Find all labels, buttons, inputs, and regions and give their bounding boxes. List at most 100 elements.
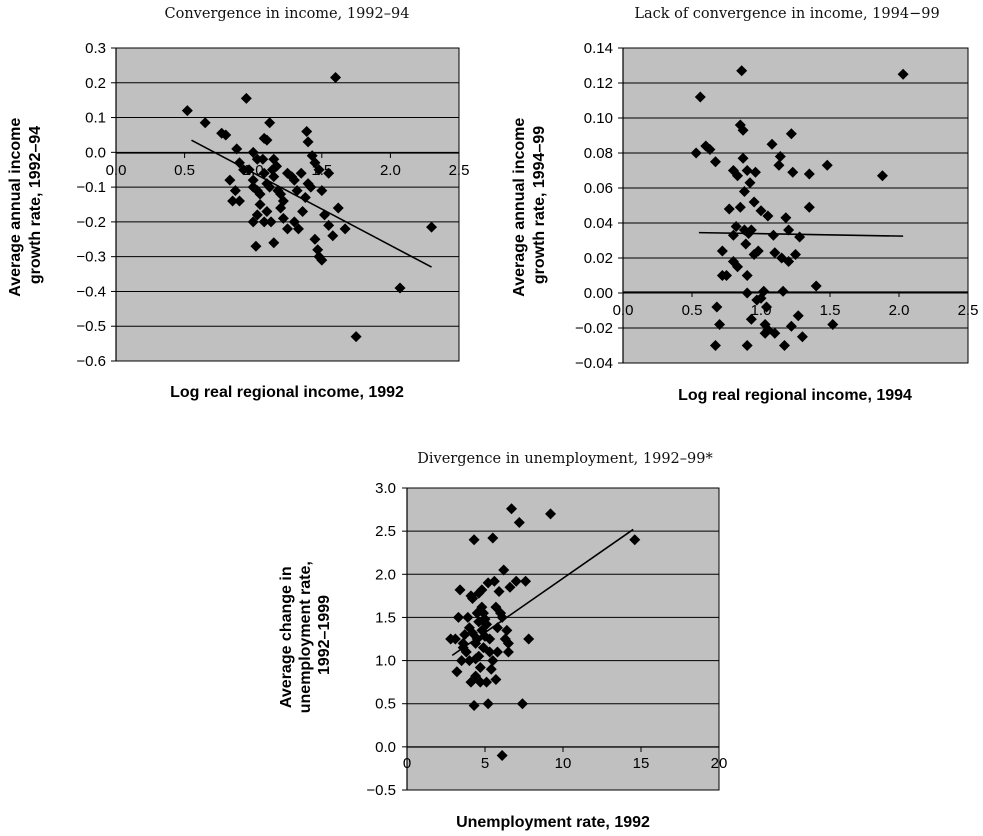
data-point	[732, 170, 744, 182]
x-tick-label: 1.0	[751, 302, 772, 319]
y-tick-label: 0.04	[584, 215, 613, 232]
data-point	[745, 224, 757, 236]
y-tick-label: 0.12	[584, 75, 613, 92]
data-point	[309, 233, 321, 245]
y-tick-label: 2.0	[375, 566, 396, 583]
data-point	[476, 584, 488, 596]
data-point	[752, 245, 764, 257]
x-tick-label: 2.5	[449, 162, 470, 179]
data-point	[474, 676, 486, 688]
data-point	[264, 181, 276, 193]
y-tick-label: −0.02	[575, 320, 613, 337]
data-point	[755, 205, 767, 217]
data-point	[773, 159, 785, 171]
data-point	[481, 618, 493, 630]
y-tick-label: 0.10	[584, 110, 613, 127]
data-point	[780, 212, 792, 224]
data-point	[468, 699, 480, 711]
data-point	[803, 201, 815, 213]
y-axis-label-line: growth rate, 1994–99	[531, 126, 548, 284]
chart-income-convergence-1992-94: Convergence in income, 1992–94 −0.6 −0.5 −…	[7, 6, 469, 401]
data-point	[510, 575, 522, 587]
data-point	[247, 146, 259, 158]
data-point	[470, 653, 482, 665]
data-point	[762, 210, 774, 222]
data-point	[301, 125, 313, 137]
data-point	[803, 168, 815, 180]
plot-area	[622, 47, 969, 364]
data-point	[737, 124, 749, 136]
x-tick-label: 20	[711, 755, 728, 772]
data-point	[761, 301, 773, 313]
data-point	[496, 749, 508, 761]
data-point	[306, 150, 318, 162]
data-point	[490, 674, 502, 686]
data-point	[292, 223, 304, 235]
x-tick-label: 2.0	[380, 162, 401, 179]
data-point	[721, 270, 732, 281]
y-tick-label: 0.3	[85, 40, 106, 57]
data-point	[704, 144, 716, 155]
data-point	[449, 633, 461, 645]
data-point	[504, 581, 516, 593]
data-point	[723, 203, 735, 215]
data-point	[711, 301, 723, 313]
data-point	[224, 174, 236, 186]
data-point	[305, 181, 317, 193]
data-point	[247, 216, 259, 228]
data-point	[520, 575, 532, 587]
y-tick-label: −0.2	[76, 214, 106, 231]
data-point	[323, 219, 335, 231]
x-tick-label: 2.0	[889, 302, 910, 319]
data-point	[229, 185, 241, 197]
data-point	[482, 698, 494, 710]
data-point	[727, 229, 739, 241]
data-point	[451, 666, 463, 678]
data-point	[457, 642, 469, 654]
data-point	[792, 310, 804, 322]
data-point	[769, 327, 781, 339]
data-point	[254, 199, 266, 210]
data-point	[545, 508, 557, 520]
trend-line	[191, 139, 432, 268]
data-point	[785, 128, 797, 140]
data-point	[277, 212, 289, 224]
data-point	[233, 195, 245, 207]
y-tick-label: 0.08	[584, 145, 613, 162]
x-tick-label: 0.0	[613, 302, 634, 319]
data-point	[316, 254, 328, 266]
data-point	[312, 244, 324, 256]
data-point	[516, 698, 528, 710]
x-tick-label: 5	[481, 755, 489, 772]
data-point	[716, 245, 728, 257]
data-point	[484, 633, 496, 645]
y-tick-label: 0.1	[85, 110, 106, 127]
data-point	[498, 564, 510, 576]
data-point	[491, 622, 503, 634]
data-point	[778, 340, 790, 351]
x-tick-label: 0.0	[106, 162, 127, 179]
data-point	[790, 249, 801, 260]
y-axis-label: Average annual income growth rate, 1994–…	[511, 113, 548, 296]
y-tick-label: −0.1	[76, 179, 106, 196]
data-point	[264, 117, 276, 129]
data-point	[513, 517, 525, 529]
data-point	[268, 171, 280, 183]
data-point	[897, 68, 909, 80]
data-point	[741, 165, 753, 176]
data-point	[474, 661, 486, 673]
x-tick-label: 0	[403, 755, 411, 772]
x-axis-label: Log real regional income, 1992	[170, 384, 404, 401]
x-tick-label: 1.5	[820, 302, 841, 319]
data-point	[231, 143, 243, 155]
data-point	[258, 167, 270, 179]
data-point	[744, 177, 756, 189]
data-point	[295, 167, 307, 179]
y-tick-label: −0.6	[76, 353, 106, 370]
data-point	[247, 174, 259, 186]
data-point	[313, 164, 325, 176]
x-axis-label: Unemployment rate, 1992	[456, 814, 650, 831]
x-tick-label: 0.5	[682, 302, 703, 319]
data-point	[714, 319, 726, 330]
